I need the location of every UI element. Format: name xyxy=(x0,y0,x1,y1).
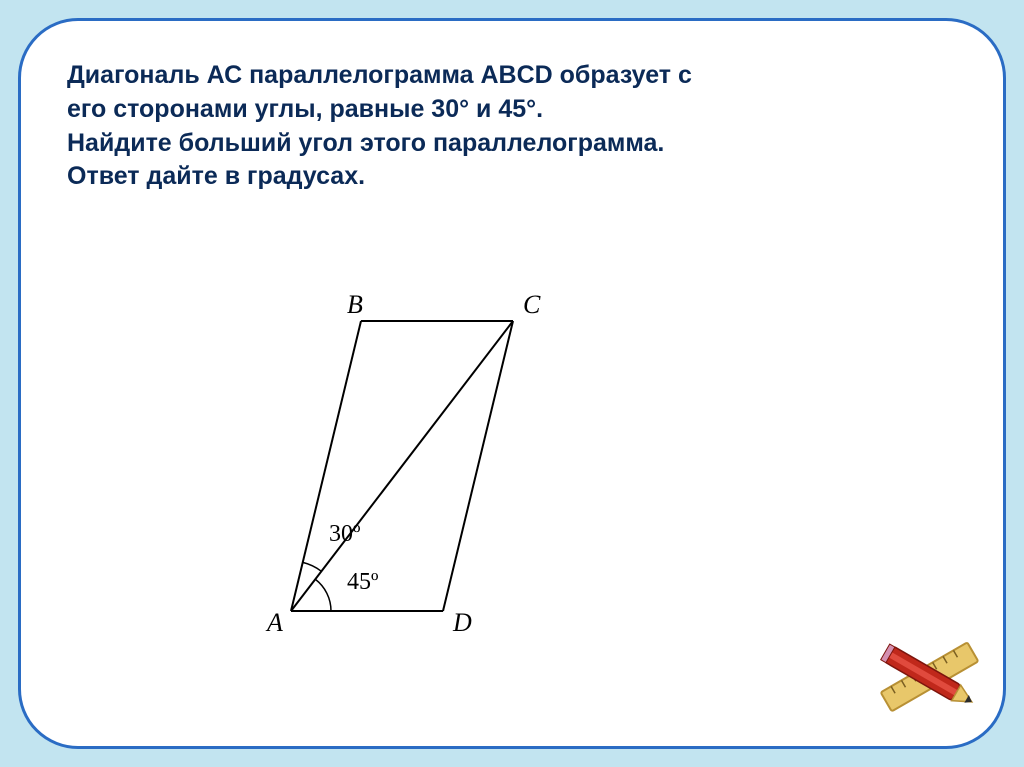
vertex-label-D: D xyxy=(452,608,472,637)
problem-line-2: его сторонами углы, равные 30° и 45°. xyxy=(67,95,543,123)
diagram-svg: 30º45ºABCD xyxy=(251,281,551,641)
slide-outer-frame: Диагональ АС параллелограмма ABCD образу… xyxy=(0,0,1024,767)
problem-line-4: Ответ дайте в градусах. xyxy=(67,162,365,190)
pencil-ruler-icon xyxy=(869,616,989,736)
angle-arc-cad xyxy=(315,579,331,611)
vertex-label-B: B xyxy=(347,290,363,319)
parallelogram-diagram: 30º45ºABCD xyxy=(251,281,551,646)
vertex-label-C: C xyxy=(523,290,541,319)
edge-AB xyxy=(291,321,361,611)
edge-AC xyxy=(291,321,513,611)
problem-line-1: Диагональ АС параллелограмма ABCD образу… xyxy=(67,61,692,89)
edge-CD xyxy=(443,321,513,611)
problem-statement: Диагональ АС параллелограмма ABCD образу… xyxy=(67,59,957,194)
angle-arc-bac xyxy=(303,562,322,571)
angle-label-cad: 45º xyxy=(347,569,379,595)
problem-line-3: Найдите больший угол этого параллелограм… xyxy=(67,129,664,157)
slide-inner-panel: Диагональ АС параллелограмма ABCD образу… xyxy=(18,18,1006,749)
vertex-label-A: A xyxy=(265,608,283,637)
